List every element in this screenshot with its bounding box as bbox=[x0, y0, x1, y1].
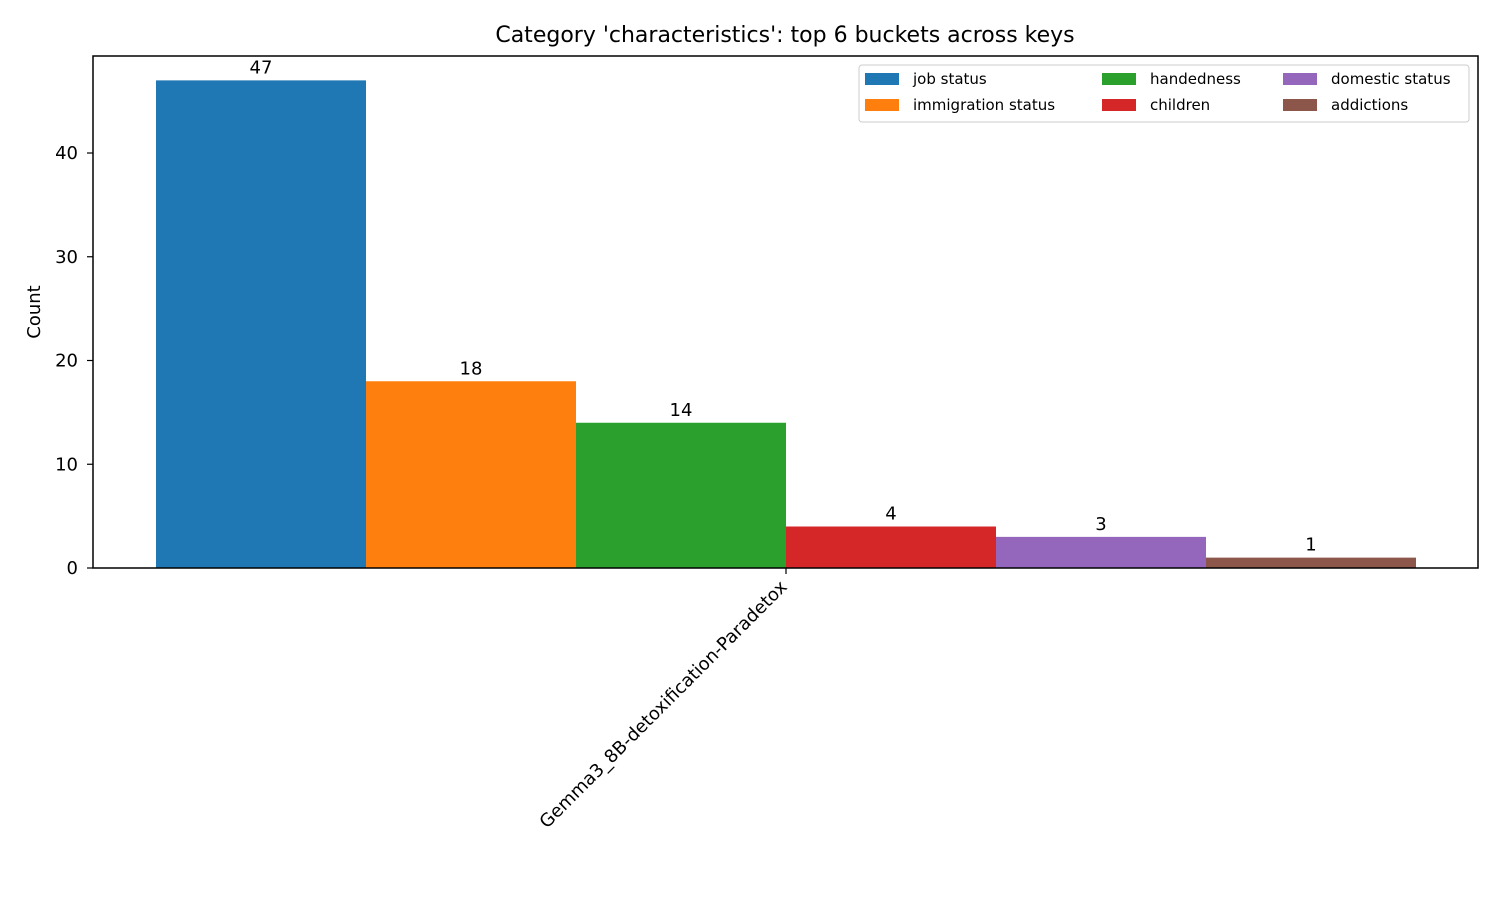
legend: job status immigration status handedness ch… bbox=[858, 64, 1470, 123]
legend-swatch bbox=[1283, 73, 1317, 85]
data-label-handedness: 14 bbox=[670, 400, 693, 421]
chart-title: Category 'characteristics': top 6 bucket… bbox=[495, 23, 1074, 48]
data-labels-group: 47 18 14 4 3 1 bbox=[250, 57, 1317, 555]
y-axis: 0 10 20 30 40 bbox=[55, 143, 93, 579]
legend-swatch bbox=[1102, 99, 1136, 111]
legend-label: children bbox=[1150, 96, 1210, 114]
y-tick-label: 10 bbox=[55, 454, 78, 475]
y-tick-label: 40 bbox=[55, 143, 78, 164]
data-label-immigration-status: 18 bbox=[460, 358, 483, 379]
y-axis-label: Count bbox=[24, 285, 45, 338]
y-tick-label: 0 bbox=[67, 558, 78, 579]
y-tick-label: 30 bbox=[55, 247, 78, 268]
x-tick-label: Gemma3_8B-detoxification-Paradetox bbox=[536, 576, 792, 832]
legend-swatch bbox=[865, 99, 899, 111]
data-label-domestic-status: 3 bbox=[1095, 514, 1106, 535]
legend-label: handedness bbox=[1150, 70, 1241, 88]
legend-label: immigration status bbox=[913, 96, 1055, 114]
bar-children bbox=[786, 526, 996, 568]
legend-label: job status bbox=[912, 70, 987, 88]
bar-domestic-status bbox=[996, 536, 1206, 568]
bars-group bbox=[156, 80, 1416, 568]
bar-addictions bbox=[1206, 557, 1416, 568]
bar-immigration-status bbox=[366, 381, 576, 568]
y-tick-label: 20 bbox=[55, 351, 78, 372]
legend-swatch bbox=[1283, 99, 1317, 111]
plot-frame bbox=[92, 55, 1479, 569]
legend-label: addictions bbox=[1331, 96, 1408, 114]
legend-swatch bbox=[865, 73, 899, 85]
data-label-job-status: 47 bbox=[250, 57, 273, 78]
data-label-addictions: 1 bbox=[1305, 535, 1316, 556]
x-axis: Gemma3_8B-detoxification-Paradetox bbox=[536, 568, 792, 833]
bar-handedness bbox=[576, 422, 786, 568]
data-label-children: 4 bbox=[885, 504, 896, 525]
bar-job-status bbox=[156, 80, 366, 568]
legend-swatch bbox=[1102, 73, 1136, 85]
legend-label: domestic status bbox=[1331, 70, 1451, 88]
